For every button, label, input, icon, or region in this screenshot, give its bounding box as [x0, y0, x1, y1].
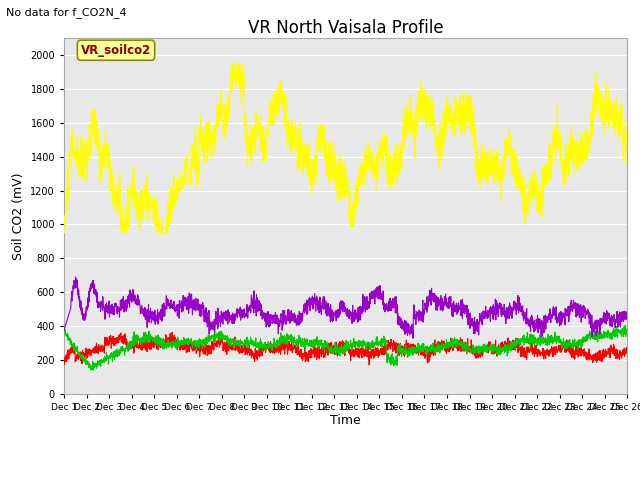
Y-axis label: Soil CO2 (mV): Soil CO2 (mV): [12, 172, 25, 260]
Text: No data for f_CO2N_4: No data for f_CO2N_4: [6, 7, 127, 18]
Title: VR North Vaisala Profile: VR North Vaisala Profile: [248, 19, 444, 37]
Text: VR_soilco2: VR_soilco2: [81, 44, 151, 57]
X-axis label: Time: Time: [330, 414, 361, 427]
